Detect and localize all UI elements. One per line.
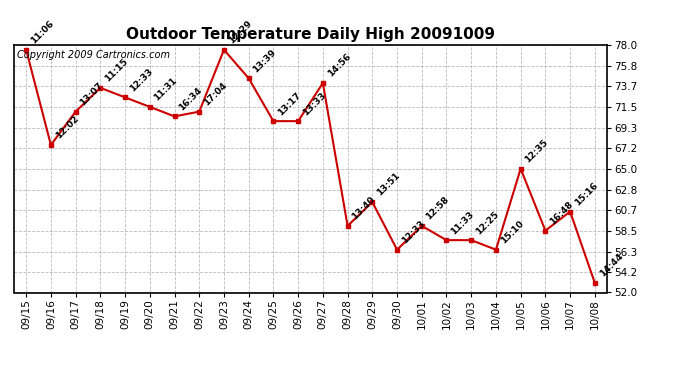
Text: 17:04: 17:04 [202, 81, 228, 108]
Text: 13:33: 13:33 [301, 90, 328, 117]
Text: 12:25: 12:25 [474, 209, 501, 236]
Title: Outdoor Temperature Daily High 20091009: Outdoor Temperature Daily High 20091009 [126, 27, 495, 42]
Text: 13:40: 13:40 [351, 195, 377, 222]
Text: Copyright 2009 Cartronics.com: Copyright 2009 Cartronics.com [17, 50, 170, 60]
Text: 14:56: 14:56 [326, 52, 353, 79]
Text: 11:06: 11:06 [29, 19, 55, 46]
Text: 13:17: 13:17 [276, 90, 303, 117]
Text: 11:31: 11:31 [152, 76, 179, 103]
Text: 15:16: 15:16 [573, 181, 600, 207]
Text: 12:02: 12:02 [54, 114, 80, 141]
Text: 16:34: 16:34 [177, 86, 204, 112]
Text: 12:29: 12:29 [227, 19, 253, 46]
Text: 16:48: 16:48 [548, 200, 575, 226]
Text: 14:44: 14:44 [598, 252, 624, 279]
Text: 13:39: 13:39 [251, 48, 278, 74]
Text: 12:33: 12:33 [128, 67, 155, 93]
Text: 13:07: 13:07 [79, 81, 105, 108]
Text: 12:35: 12:35 [524, 138, 550, 165]
Text: 11:15: 11:15 [103, 57, 130, 84]
Text: 12:58: 12:58 [424, 195, 451, 222]
Text: 12:33: 12:33 [400, 219, 426, 246]
Text: 13:51: 13:51 [375, 171, 402, 198]
Text: 15:10: 15:10 [499, 219, 525, 246]
Text: 11:33: 11:33 [449, 209, 476, 236]
